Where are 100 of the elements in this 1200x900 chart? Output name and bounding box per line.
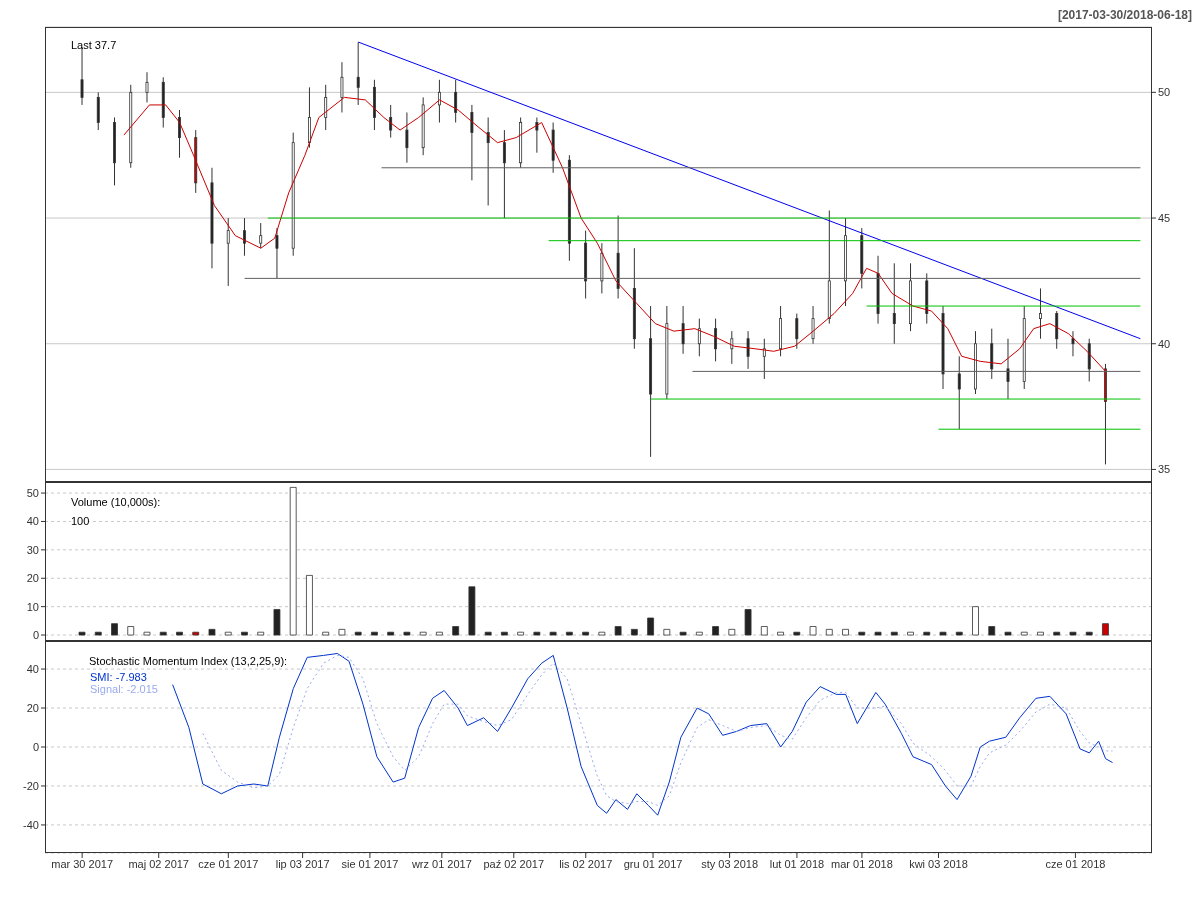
bar — [598, 631, 606, 636]
candlestick — [762, 338, 766, 380]
candlestick — [795, 313, 799, 350]
bar — [1037, 631, 1044, 636]
candlestick — [502, 129, 506, 219]
bar — [500, 631, 508, 636]
bar — [712, 626, 719, 636]
bar — [793, 631, 801, 636]
candlestick — [145, 71, 149, 103]
annotation: Stochastic Momentum Index (13,2,25,9): — [89, 655, 288, 667]
bar — [484, 631, 492, 636]
bar — [549, 631, 557, 636]
y-tick-label: 45 — [1158, 211, 1171, 224]
candlestick — [454, 79, 458, 124]
annotation: 100 — [71, 515, 90, 527]
text: SMI: -7.983 — [90, 671, 148, 683]
bar — [273, 609, 281, 636]
bar — [842, 628, 849, 636]
x-tick-label: lip 03 2017 — [275, 857, 330, 870]
bar — [322, 631, 330, 636]
candlestick — [486, 117, 490, 206]
x-tick-label: lis 02 2017 — [559, 857, 613, 870]
bar — [78, 631, 86, 636]
bar — [825, 628, 833, 636]
x-tick-label: mar 01 2018 — [831, 857, 893, 870]
bar — [354, 631, 362, 636]
bar — [1085, 631, 1093, 636]
bar — [436, 631, 443, 636]
bar — [289, 486, 297, 636]
bar — [890, 631, 898, 636]
bar — [111, 623, 118, 636]
x-tick-label: cze 01 2017 — [198, 857, 259, 870]
bar — [1069, 631, 1077, 636]
bar — [630, 628, 638, 636]
candlestick — [405, 111, 409, 164]
x-tick-label: kwi 03 2018 — [909, 857, 968, 870]
y-tick-label: -40 — [23, 818, 39, 831]
bar — [1020, 631, 1028, 636]
bar — [923, 631, 931, 636]
candlestick — [356, 41, 360, 106]
bar — [387, 631, 395, 636]
bar — [257, 631, 265, 636]
bar — [614, 626, 622, 636]
y-tick-label: 40 — [26, 515, 39, 528]
bar — [468, 586, 476, 636]
candlestick — [470, 104, 474, 181]
bar — [517, 631, 525, 636]
candlestick — [437, 79, 441, 124]
x-tick-label: paź 02 2017 — [483, 857, 545, 870]
bar — [241, 631, 248, 636]
y-tick-label: 50 — [26, 486, 39, 499]
bar — [1102, 623, 1109, 636]
x-tick-label: maj 02 2017 — [128, 857, 189, 870]
candlestick — [340, 61, 344, 113]
bar — [988, 626, 996, 636]
candlestick — [324, 84, 328, 131]
candlestick — [714, 318, 718, 362]
bar — [338, 628, 346, 636]
candlestick — [746, 330, 750, 370]
annotation: Last 37.7 — [71, 39, 117, 51]
candlestick — [681, 305, 685, 355]
candlestick — [892, 262, 896, 345]
bar — [760, 626, 768, 636]
bar — [565, 631, 573, 636]
candlestick — [1071, 330, 1075, 357]
bar — [874, 631, 882, 636]
bar — [403, 631, 411, 636]
y-tick-label: 20 — [26, 572, 39, 585]
candlestick — [243, 217, 246, 257]
bar — [744, 609, 752, 636]
x-tick-label: cze 01 2018 — [1045, 857, 1106, 870]
x-tick-label: lut 01 2018 — [769, 857, 825, 870]
bar — [224, 631, 232, 636]
candlestick — [697, 318, 701, 357]
bar — [777, 631, 784, 636]
y-tick-label: 50 — [1158, 86, 1171, 99]
y-tick-label: 35 — [1158, 463, 1171, 476]
bar — [419, 631, 427, 636]
x-tick-label: sty 03 2018 — [701, 857, 759, 870]
bar — [972, 606, 979, 636]
bar — [143, 631, 151, 636]
candlestick — [811, 305, 815, 345]
x-tick-label: sie 01 2017 — [341, 857, 399, 870]
x-tick-label: mar 30 2017 — [51, 857, 114, 870]
candlestick — [226, 217, 230, 287]
y-tick-label: 10 — [26, 600, 39, 613]
candlestick — [259, 222, 263, 249]
y-tick-label: 30 — [26, 543, 39, 556]
text: [2017-03-30/2018-06-18] — [1057, 8, 1192, 22]
bar — [582, 631, 590, 636]
bar — [159, 631, 167, 636]
bar — [939, 631, 947, 636]
bar — [955, 631, 963, 636]
annotation: Volume (10,000s): — [71, 496, 161, 508]
y-tick-label: 20 — [26, 701, 39, 714]
bar — [663, 628, 671, 636]
bar — [1053, 631, 1061, 636]
bar — [533, 631, 541, 636]
bar — [728, 628, 736, 636]
bar — [94, 631, 102, 636]
